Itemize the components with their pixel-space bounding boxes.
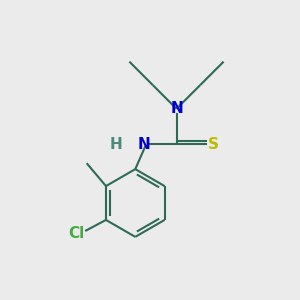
Text: N: N: [170, 101, 183, 116]
Text: S: S: [208, 136, 219, 152]
Text: Cl: Cl: [68, 226, 85, 242]
Text: N: N: [138, 136, 151, 152]
Text: H: H: [110, 136, 122, 152]
